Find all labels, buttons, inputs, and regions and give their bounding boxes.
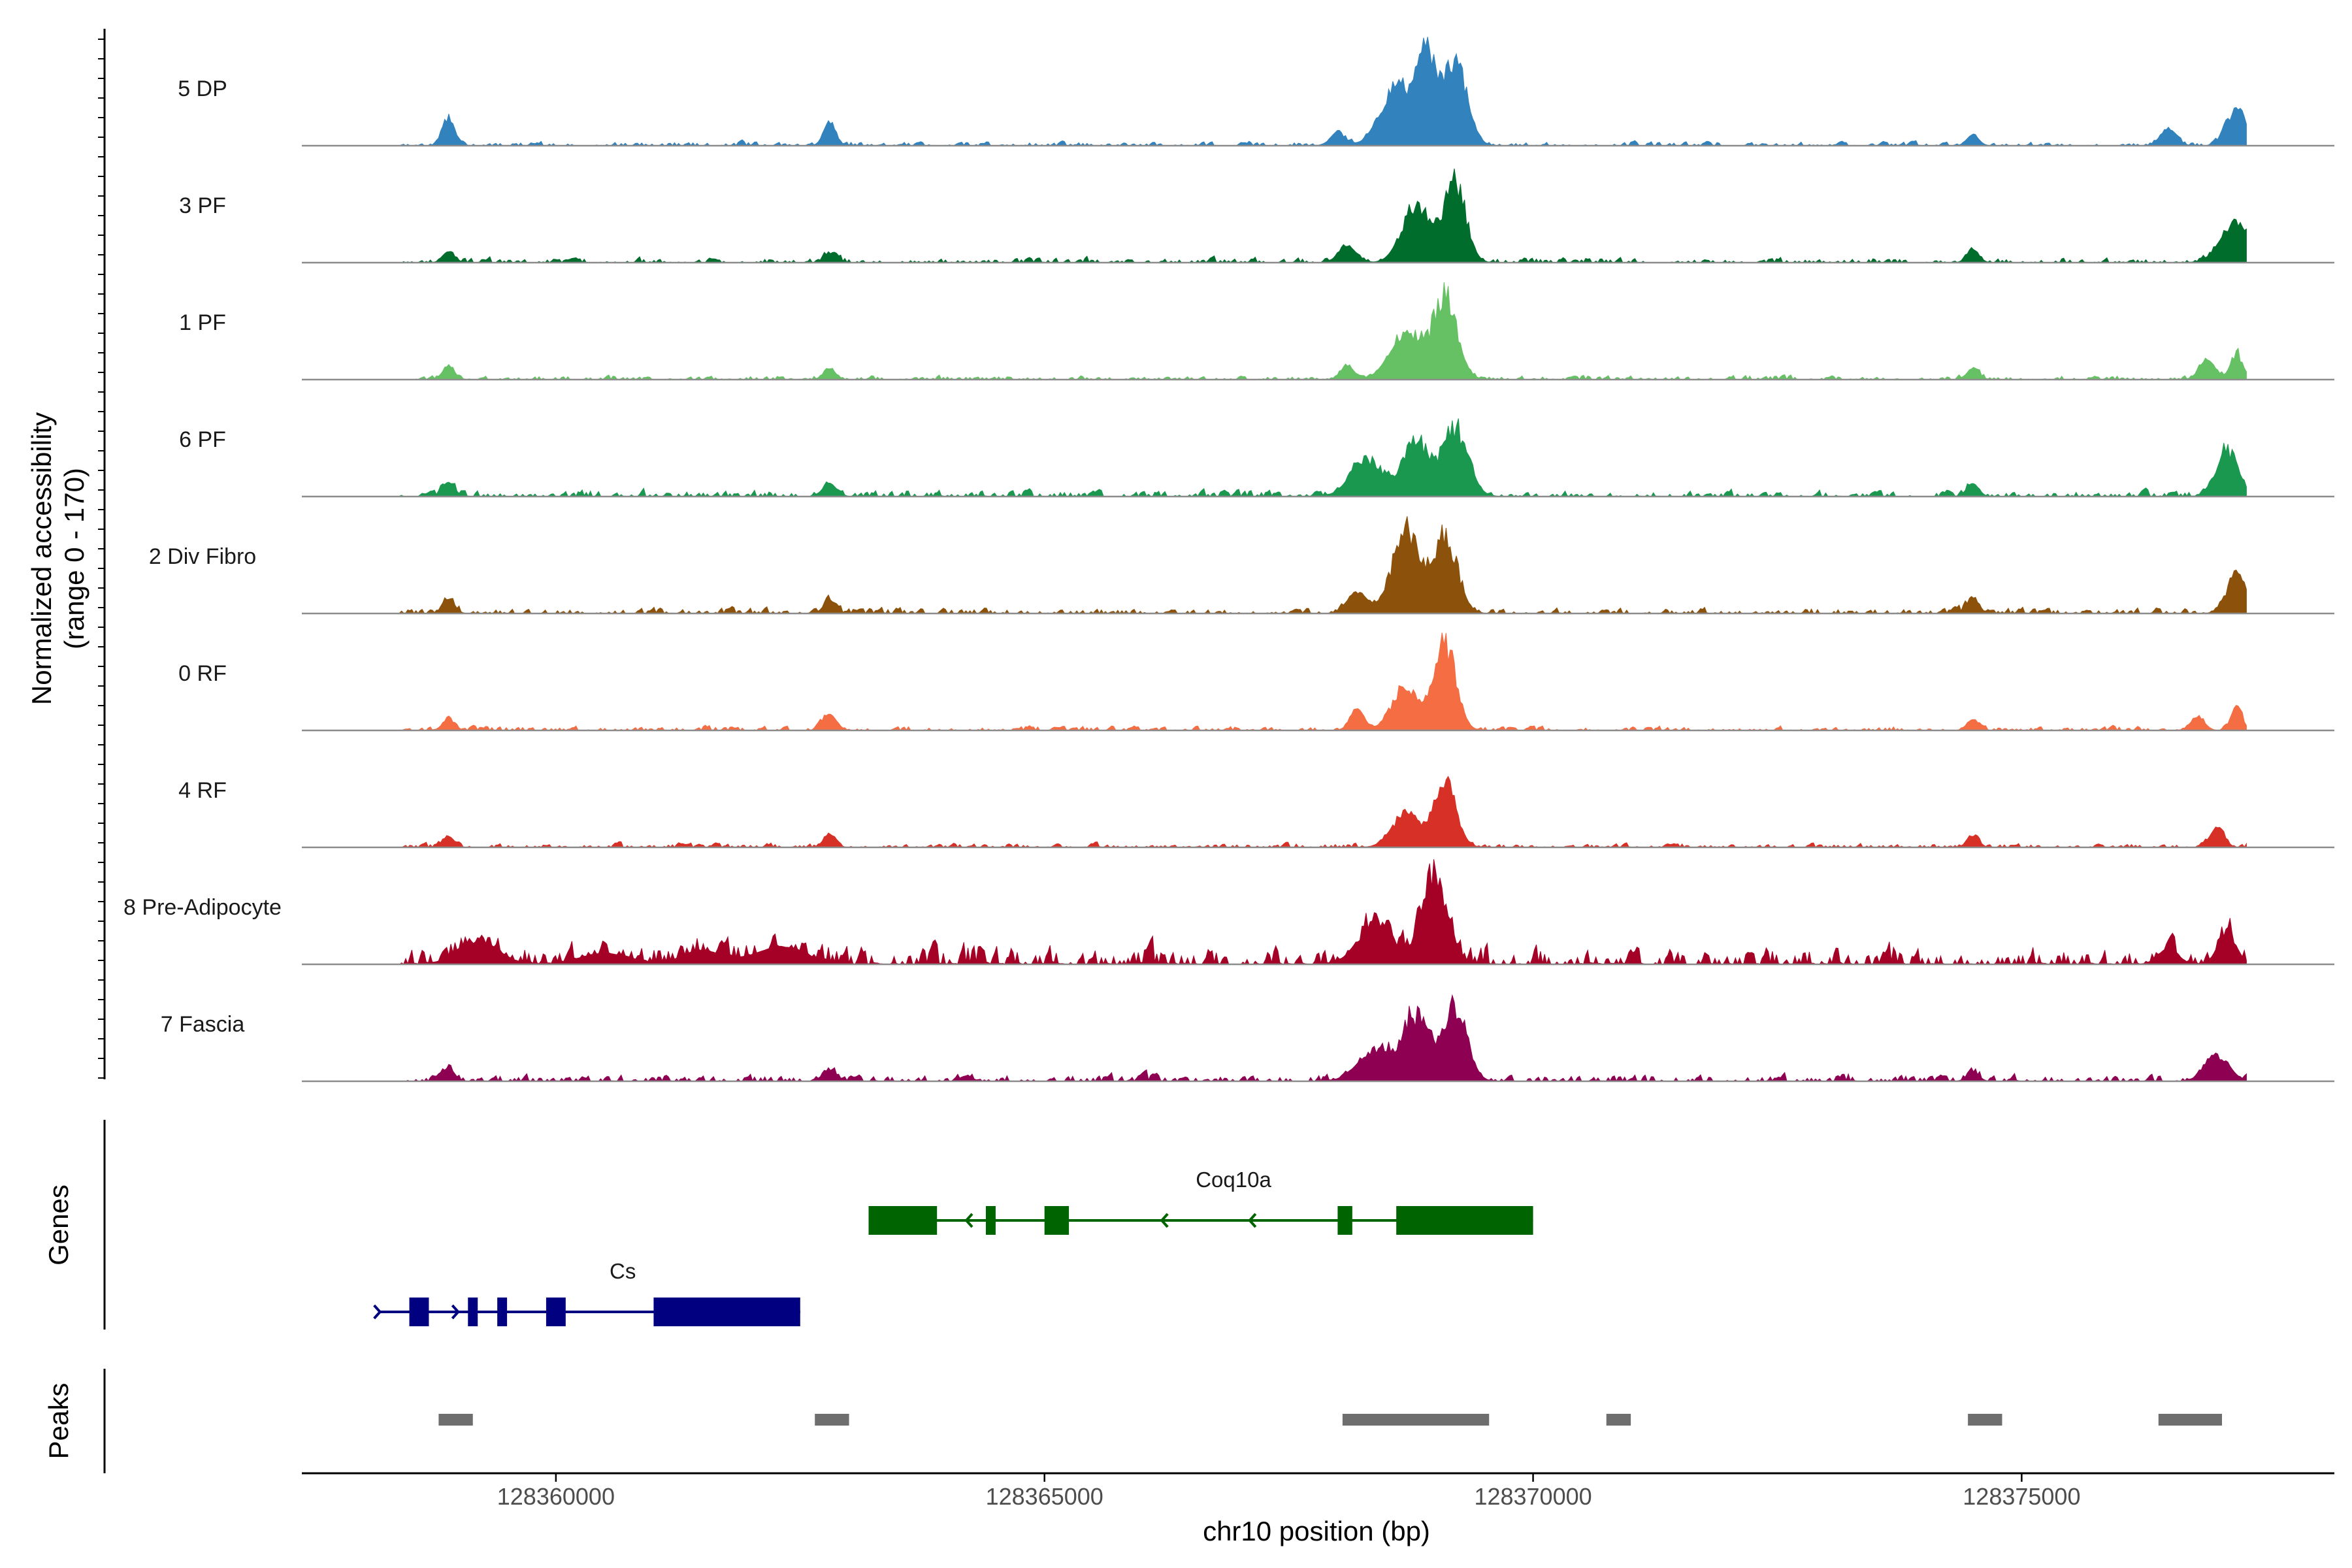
x-tick-label-2: 128370000: [1474, 1483, 1592, 1510]
x-axis: 128360000 128365000 128370000 128375000 chr…: [302, 1472, 2334, 1546]
gene-0-strand-arrow-0: [964, 1213, 973, 1228]
peaks-panel-title: Peaks: [43, 1383, 74, 1460]
track-0-label: 5 DP: [178, 76, 227, 101]
track-2-coverage-area: [399, 282, 2247, 380]
track-6-coverage-area: [399, 776, 2247, 848]
gene-models: Coq10a Cs: [373, 1168, 1533, 1326]
genes-panel-title: Genes: [43, 1184, 74, 1266]
peak-2: [1342, 1414, 1490, 1426]
gene-1-name: Cs: [610, 1259, 636, 1283]
peak-3: [1606, 1414, 1631, 1426]
track-7: 8 Pre-Adipocyte: [123, 859, 2334, 966]
track-8: 7 Fascia: [161, 994, 2334, 1083]
track-1-label: 3 PF: [179, 193, 226, 218]
peak-0: [438, 1414, 473, 1426]
track-4-coverage-area: [399, 516, 2247, 614]
track-3-coverage-area: [399, 418, 2247, 497]
gene-1-exon-1: [468, 1298, 478, 1326]
gene-0-exon-0: [868, 1206, 938, 1235]
gene-1-exon-3: [546, 1298, 566, 1326]
gene-0-strand-arrow-1: [1160, 1213, 1169, 1228]
peaks-panel: Peaks: [43, 1369, 2222, 1473]
gene-0-exon-4: [1396, 1206, 1533, 1235]
track-2: 1 PF: [179, 282, 2334, 381]
x-tick-label-3: 128375000: [1963, 1483, 2080, 1510]
y-axis-title-range: (range 0 - 170): [59, 468, 90, 649]
track-3-label: 6 PF: [179, 427, 226, 452]
track-8-coverage-area: [399, 994, 2247, 1082]
x-axis-title: chr10 position (bp): [1203, 1516, 1430, 1546]
gene-0-exon-2: [1044, 1206, 1070, 1235]
gene-0-exon-1: [985, 1206, 996, 1235]
coverage-tracks: 5 DP 3 PF 1 PF 6 PF 2 Div Fibro 0 RF 4 RF 8 Pre…: [123, 37, 2334, 1083]
track-6: 4 RF: [178, 776, 2334, 849]
y-axis-title: Normalized accessibility: [26, 412, 57, 705]
coverage-y-axis-ticks: [98, 39, 105, 1079]
track-3: 6 PF: [179, 418, 2334, 498]
track-1: 3 PF: [179, 169, 2334, 264]
peak-regions: [438, 1414, 2222, 1426]
track-4: 2 Div Fibro: [149, 516, 2334, 615]
track-7-coverage-area: [399, 859, 2247, 966]
x-tick-label-0: 128360000: [497, 1483, 615, 1510]
peak-5: [2158, 1414, 2222, 1426]
track-7-label: 8 Pre-Adipocyte: [123, 895, 282, 920]
gene-1-exon-0: [409, 1298, 429, 1326]
gene-0-strand-arrow-2: [1248, 1213, 1257, 1228]
x-axis-ticks: 128360000 128365000 128370000 128375000: [497, 1473, 2080, 1510]
track-8-label: 7 Fascia: [161, 1012, 245, 1037]
track-6-label: 4 RF: [178, 778, 227, 803]
gene-1-exon-4: [653, 1298, 800, 1326]
gene-0: Coq10a: [868, 1168, 1533, 1235]
track-0: 5 DP: [178, 37, 2334, 147]
peak-4: [1968, 1414, 2002, 1426]
track-0-coverage-area: [399, 37, 2247, 146]
track-4-label: 2 Div Fibro: [149, 544, 256, 569]
x-tick-label-1: 128365000: [986, 1483, 1103, 1510]
gene-1-strand-arrow-0: [373, 1304, 382, 1320]
track-5-label: 0 RF: [178, 661, 227, 686]
genes-panel: Genes Coq10a Cs: [43, 1120, 1533, 1330]
gene-0-exon-3: [1337, 1206, 1352, 1235]
gene-0-name: Coq10a: [1196, 1168, 1271, 1192]
gene-1: Cs: [373, 1259, 800, 1326]
track-5: 0 RF: [178, 632, 2334, 732]
peak-1: [815, 1414, 849, 1426]
track-2-label: 1 PF: [179, 310, 226, 335]
gene-1-exon-2: [497, 1298, 508, 1326]
coverage-panel: 5 DP 3 PF 1 PF 6 PF 2 Div Fibro 0 RF 4 RF 8 Pre…: [26, 29, 2334, 1083]
track-1-coverage-area: [399, 169, 2247, 263]
track-5-coverage-area: [399, 632, 2247, 731]
gene-1-strand-arrow-1: [451, 1304, 460, 1320]
